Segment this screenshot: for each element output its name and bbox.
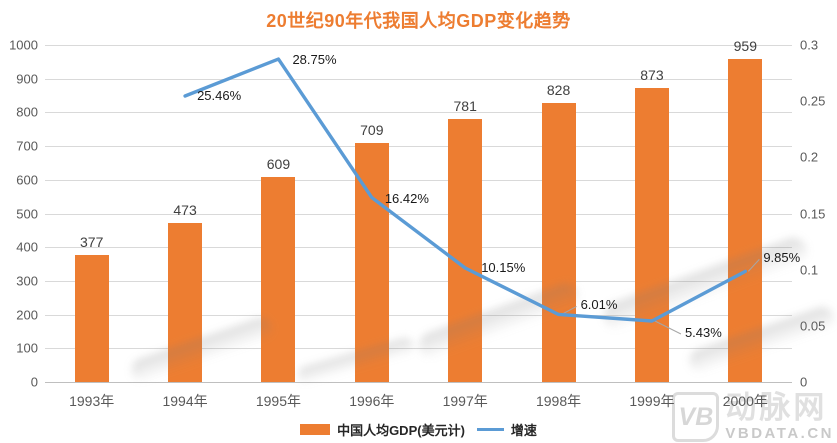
x-axis-label: 2000年 [722,393,768,409]
right-axis-tick: 0.1 [800,262,819,278]
left-axis-tick: 700 [16,138,38,154]
bar-value-label: 828 [546,81,571,98]
background-swoosh [599,234,812,334]
gridline [45,179,792,181]
bar-value-label: 377 [80,233,104,250]
bar-1998年 [541,102,576,382]
bar-value-label: 609 [266,155,291,172]
legend: 中国人均GDP(美元计) 增速 [0,420,837,439]
left-axis-tick: 300 [16,273,38,289]
left-axis-tick: 600 [16,172,38,188]
right-axis-tick: 0.25 [800,93,826,109]
gridline [45,348,792,350]
bar-value-label: 959 [733,37,757,54]
left-axis-tick: 400 [16,239,38,255]
right-axis-tick: 0.2 [800,149,819,165]
x-axis-label: 1998年 [535,393,582,409]
left-axis-tick: 0 [30,374,38,390]
growth-rate-label: 9.85% [763,250,801,266]
vbdata-logo-icon: VB [672,392,720,442]
bar-1999年 [634,87,669,382]
left-axis-tick: 900 [16,71,38,87]
growth-rate-label: 16.42% [384,190,429,206]
gridline [45,314,792,316]
gridline [45,45,792,46]
left-axis-tick: 100 [16,340,38,356]
growth-rate-label: 28.75% [292,52,337,68]
right-axis-tick: 0.05 [800,318,825,333]
right-axis-tick: 0.3 [800,37,819,53]
bar-1995年 [261,176,296,382]
watermark: VB 动脉网 VBDATA.CN [672,392,834,442]
bar-value-label: 781 [453,97,477,114]
bar-1993年 [74,254,109,382]
x-axis-label: 1994年 [162,393,208,409]
x-axis-label: 1993年 [69,393,115,409]
chart-title: 20世纪90年代我国人均GDP变化趋势 [266,11,571,31]
growth-rate-label: 10.15% [481,259,526,275]
right-axis-tick: 0 [800,374,808,390]
x-axis-label: 1999年 [629,393,675,409]
legend-line-swatch [476,428,504,431]
bar-value-label: 473 [173,201,197,218]
growth-rate-label: 5.43% [684,325,722,340]
growth-rate-label: 6.01% [580,297,618,313]
legend-bar-label: 中国人均GDP(美元计) [337,423,465,438]
gridline [45,112,792,114]
gridline [45,213,792,215]
x-axis-label: 1995年 [255,393,302,409]
gridline [45,382,792,383]
bar-value-label: 873 [640,66,664,83]
left-axis-tick: 200 [16,307,38,323]
right-axis-tick: 0.15 [800,206,826,221]
left-axis-tick: 1000 [9,37,38,53]
growth-rate-label: 25.46% [197,87,242,103]
left-axis-tick: 800 [16,104,38,120]
left-axis-tick: 500 [16,206,38,221]
x-axis-label: 1996年 [349,393,395,409]
watermark-site: VBDATA.CN [725,425,834,442]
gridline [45,146,792,148]
bar-value-label: 709 [360,122,384,139]
gridline [45,78,792,80]
legend-bar-swatch [300,424,331,435]
x-axis-label: 1997年 [442,393,488,409]
legend-line-label: 增速 [510,423,537,438]
gridline [45,247,792,249]
watermark-brand: 动脉网 [725,390,828,425]
